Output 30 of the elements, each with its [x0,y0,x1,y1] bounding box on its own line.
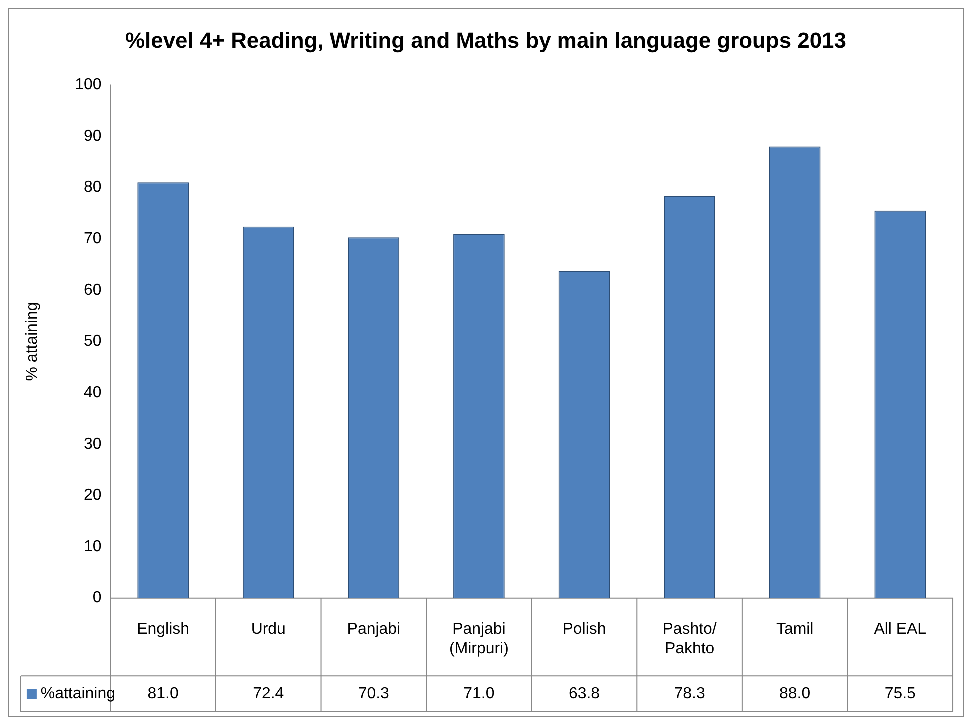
y-tick-label: 20 [84,487,102,504]
x-tick-label: Urdu [251,621,286,638]
x-tick-label: English [137,621,190,638]
y-tick-label: 30 [84,436,102,453]
y-tick-label: 70 [84,230,102,248]
y-tick-label: 0 [92,590,102,607]
x-tick-label: Tamil [776,621,814,638]
x-tick-label: Polish [562,621,606,638]
data-label: 63.8 [568,685,600,702]
data-label: 88.0 [780,685,811,702]
data-label: 81.0 [148,685,179,702]
data-label: 70.3 [358,685,390,702]
data-label: 72.4 [253,685,284,702]
chart-title: %level 4+ Reading, Writing and Maths by main language groups 2013 [126,28,846,54]
y-tick-label: 80 [84,179,102,196]
data-label: 71.0 [464,685,495,702]
y-tick-label: 10 [84,538,102,556]
x-tick-label: Panjabi (Mirpuri) [450,621,509,658]
data-label: 78.3 [674,685,706,702]
y-tick-label: 100 [75,76,102,94]
y-axis-title: % attaining [24,302,41,382]
x-tick-label: All EAL [874,621,927,638]
x-tick-label: Pashto/ Pakhto [662,621,718,658]
y-tick-label: 60 [84,282,102,299]
y-tick-label: 40 [84,384,102,402]
x-tick-label: Panjabi [347,621,401,638]
data-label: 75.5 [884,685,916,702]
y-tick-label: 50 [84,333,102,350]
legend-label: %attaining [40,685,116,702]
y-tick-label: 90 [84,128,102,145]
